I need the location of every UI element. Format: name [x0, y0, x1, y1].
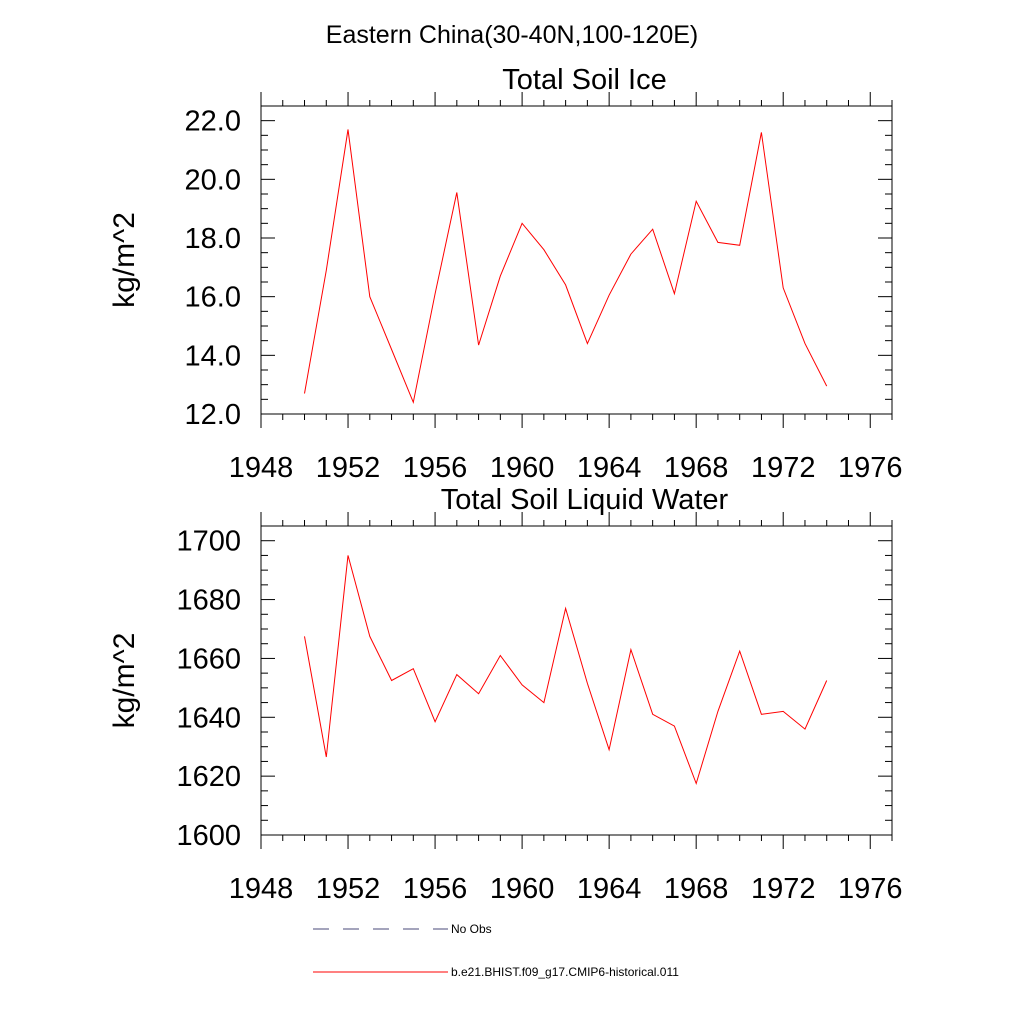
- x-tick-label: 1964: [577, 452, 642, 484]
- x-tick-label: 1972: [751, 452, 816, 484]
- y-tick-label: 16.0: [185, 282, 241, 314]
- x-tick-label: 1976: [838, 452, 903, 484]
- x-tick-label: 1948: [229, 452, 294, 484]
- panel-title: Total Soil Liquid Water: [441, 484, 729, 516]
- figure-title: Eastern China(30-40N,100-120E): [326, 21, 698, 49]
- x-tick-label: 1968: [664, 873, 729, 905]
- plot-frame: [260, 525, 893, 836]
- y-tick-label: 1640: [176, 702, 241, 734]
- x-tick-label: 1948: [229, 873, 294, 905]
- y-axis-label: kg/m^2: [108, 212, 141, 308]
- x-tick-label: 1972: [751, 873, 816, 905]
- y-tick-label: 1700: [176, 526, 241, 558]
- y-tick-label: 22.0: [185, 106, 241, 138]
- series-line-1: [304, 555, 828, 786]
- x-tick-label: 1956: [403, 452, 468, 484]
- panel-title: Total Soil Ice: [502, 64, 666, 96]
- legend-label-1: No Obs: [451, 922, 492, 936]
- x-tick-label: 1968: [664, 452, 729, 484]
- x-tick-label: 1952: [316, 873, 381, 905]
- y-tick-label: 1660: [176, 643, 241, 675]
- series-line-1: [304, 129, 828, 405]
- y-tick-label: 12.0: [185, 399, 241, 431]
- legend: No Obs b.e21.BHIST.f09_g17.CMIP6-historic…: [313, 922, 679, 979]
- y-tick-label: 20.0: [185, 164, 241, 196]
- x-tick-label: 1952: [316, 452, 381, 484]
- chart-panel-1: Total Soil Ice 1948 1952 1956 1960 1964 1968 19…: [108, 64, 902, 484]
- x-tick-label: 1956: [403, 873, 468, 905]
- x-tick-label: 1964: [577, 873, 642, 905]
- y-tick-label: 1620: [176, 761, 241, 793]
- x-tick-label: 1960: [490, 873, 555, 905]
- y-tick-label: 18.0: [185, 223, 241, 255]
- x-tick-label: 1960: [490, 452, 555, 484]
- legend-label-2: b.e21.BHIST.f09_g17.CMIP6-historical.011: [451, 965, 679, 979]
- y-tick-label: 1600: [176, 820, 241, 852]
- y-axis-label: kg/m^2: [108, 633, 141, 729]
- chart-panel-2: Total Soil Liquid Water 1948 1952 1956 1960 1…: [108, 484, 902, 905]
- y-tick-label: 14.0: [185, 340, 241, 372]
- plot-frame: [260, 105, 893, 415]
- y-tick-label: 1680: [176, 585, 241, 617]
- chart-panels: Total Soil Ice 1948 1952 1956 1960 1964 1968 19…: [108, 64, 902, 905]
- x-tick-label: 1976: [838, 873, 903, 905]
